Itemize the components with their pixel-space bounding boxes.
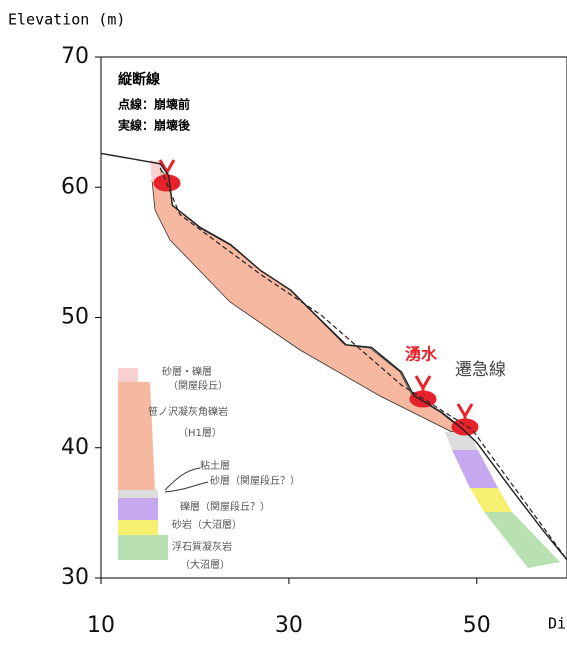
layer-label: 浮石質凝灰岩 (172, 540, 232, 553)
layer-label: （関屋段丘） (168, 379, 228, 392)
slope-layer (452, 450, 498, 488)
annotation: 縦断線 (118, 71, 160, 88)
annotation: 実線：崩壊後 (118, 118, 191, 133)
y-tick-label: 70 (61, 44, 89, 69)
layer-label: （大沼層） (180, 558, 230, 571)
annotation: 遷急線 (455, 360, 506, 380)
layer-label: 砂層（関屋段丘？） (210, 474, 300, 487)
slope-layer (470, 488, 512, 512)
y-tick-label: 40 (61, 435, 89, 460)
x-tick-label: 50 (463, 613, 491, 638)
x-tick-label: 10 (87, 613, 115, 638)
legend-swatch (118, 490, 158, 498)
slope-layer (484, 512, 560, 568)
y-tick-label: 50 (61, 305, 89, 330)
annotation: 点線：崩壊前 (118, 97, 190, 112)
legend-swatch (118, 368, 138, 382)
layer-label: 礫層（関屋段丘？） (180, 500, 270, 513)
annotation: 湧水 (405, 345, 438, 364)
layer-label: 砂層・礫層 (162, 365, 212, 378)
chart: Elevation (m) Di 縦断線 点線：崩壊前 実線：崩壊後 湧水 遷急… (0, 0, 567, 645)
y-tick-label: 60 (61, 174, 89, 199)
spring-markers (155, 160, 477, 434)
y-tick-label: 30 (61, 565, 89, 590)
layer-label: 笹ノ沢凝灰角礫岩 (148, 405, 228, 418)
layer-label: （H1層） (178, 427, 222, 439)
y-axis-label: Elevation (m) (8, 11, 125, 29)
legend-swatch (118, 520, 158, 535)
x-tick-label: 30 (275, 613, 303, 638)
legend-swatch (118, 535, 168, 560)
legend-swatch (118, 382, 155, 490)
legend-swatch (118, 498, 158, 520)
x-axis-label: Di (548, 615, 566, 633)
layer-label: 粘土層 (200, 459, 230, 472)
layer-label: 砂岩（大沼層） (172, 518, 242, 531)
